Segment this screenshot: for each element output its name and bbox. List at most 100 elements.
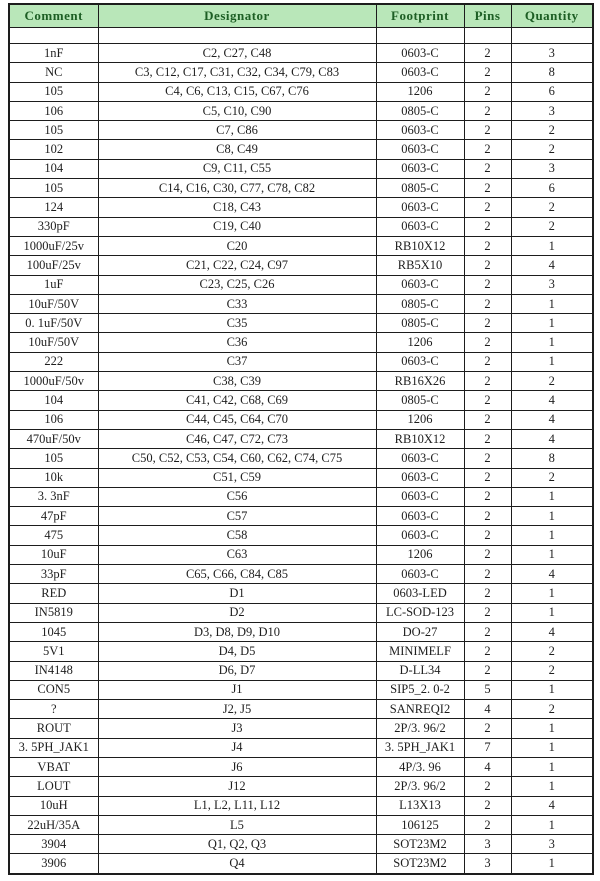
- table-cell: C18, C43: [97, 197, 377, 218]
- table-cell: C5, C10, C90: [97, 100, 377, 122]
- table-cell: 10k: [8, 467, 99, 488]
- table-cell: 0603-C: [375, 351, 465, 373]
- table-cell: 0603-C: [375, 448, 465, 469]
- table-cell: 2: [463, 718, 512, 739]
- table-cell: 104: [8, 158, 99, 180]
- table-cell: 2: [463, 235, 512, 257]
- table-cell: RB16X26: [375, 371, 465, 392]
- table-cell: 0805-C: [375, 390, 465, 411]
- table-cell: D-LL34: [375, 660, 465, 681]
- table-row: 1000uF/25v C20 RB10X12 2 1: [8, 235, 594, 257]
- table-cell: 2: [463, 313, 512, 334]
- table-cell: 2P/3. 96/2: [375, 776, 465, 797]
- table-cell: 104: [8, 390, 99, 411]
- table-row: 3904 Q1, Q2, Q3 SOT23M2 3 3: [8, 834, 594, 855]
- table-cell: 1: [510, 293, 594, 315]
- table-cell: 1: [510, 718, 594, 739]
- table-body: 1nF C2, C27, C48 0603-C 2 3 NC C3, C12, C17, C…: [8, 27, 594, 875]
- table-cell: C7, C86: [97, 120, 377, 141]
- table-row: ROUT J3 2P/3. 96/2 2 1: [8, 718, 594, 739]
- table-row: IN4148 D6, D7 D-LL34 2 2: [8, 660, 594, 681]
- table-cell: VBAT: [8, 756, 99, 778]
- table-cell: 2: [463, 428, 512, 450]
- table-cell: 106125: [375, 814, 465, 836]
- table-cell: 2: [510, 660, 594, 681]
- table-cell: 2: [463, 332, 512, 353]
- table-cell: C33: [97, 293, 377, 315]
- table-cell: 1: [510, 525, 594, 546]
- table-row: 10uF/50V C36 1206 2 1: [8, 332, 594, 353]
- column-header-comment: Comment: [8, 3, 99, 28]
- spacer-row: [8, 27, 594, 44]
- empty-cell: [463, 27, 512, 44]
- table-cell: 3: [510, 42, 594, 64]
- table-header: Comment Designator Footprint Pins Quanti…: [8, 3, 594, 28]
- table-cell: 2: [463, 564, 512, 585]
- table-cell: J3: [97, 718, 377, 739]
- table-row: NC C3, C12, C17, C31, C32, C34, C79, C83 0…: [8, 62, 594, 83]
- table-cell: 2: [463, 62, 512, 83]
- table-cell: 7: [463, 737, 512, 758]
- table-row: 3. 3nF C56 0603-C 2 1: [8, 486, 594, 508]
- table-cell: 1: [510, 737, 594, 758]
- table-row: CON5 J1 SIP5_2. 0-2 5 1: [8, 679, 594, 701]
- table-cell: D2: [97, 602, 377, 623]
- table-cell: 6: [510, 81, 594, 102]
- table-cell: 2: [463, 409, 512, 430]
- table-cell: RB10X12: [375, 235, 465, 257]
- table-cell: 0603-C: [375, 139, 465, 160]
- table-cell: C14, C16, C30, C77, C78, C82: [97, 178, 377, 199]
- table-cell: J6: [97, 756, 377, 778]
- table-cell: 4: [510, 621, 594, 643]
- table-row: 124 C18, C43 0603-C 2 2: [8, 197, 594, 218]
- table-cell: 1: [510, 235, 594, 257]
- table-row: 106 C44, C45, C64, C70 1206 2 4: [8, 409, 594, 430]
- table-cell: 106: [8, 100, 99, 122]
- table-cell: C9, C11, C55: [97, 158, 377, 180]
- table-cell: 3: [510, 834, 594, 855]
- table-cell: 2: [463, 795, 512, 816]
- table-cell: 1000uF/25v: [8, 235, 99, 257]
- table-cell: 2: [463, 255, 512, 276]
- table-cell: C63: [97, 544, 377, 566]
- table-cell: 2: [463, 274, 512, 295]
- table-cell: 3: [510, 158, 594, 180]
- table-cell: C46, C47, C72, C73: [97, 428, 377, 450]
- table-cell: 4: [463, 699, 512, 720]
- table-cell: 0603-C: [375, 216, 465, 237]
- table-cell: 0603-C: [375, 120, 465, 141]
- table-cell: 2: [463, 506, 512, 527]
- table-cell: Q4: [97, 853, 377, 875]
- table-cell: 2: [463, 216, 512, 237]
- table-cell: 8: [510, 62, 594, 83]
- table-cell: 1: [510, 602, 594, 623]
- table-cell: 1: [510, 351, 594, 373]
- table-cell: 3: [463, 853, 512, 875]
- table-cell: L1, L2, L11, L12: [97, 795, 377, 816]
- table-cell: 3: [510, 100, 594, 122]
- table-row: 1045 D3, D8, D9, D10 DO-27 2 4: [8, 621, 594, 643]
- table-cell: 1045: [8, 621, 99, 643]
- table-row: 47pF C57 0603-C 2 1: [8, 506, 594, 527]
- empty-cell: [510, 27, 594, 44]
- table-cell: 100uF/25v: [8, 255, 99, 276]
- table-cell: C2, C27, C48: [97, 42, 377, 64]
- table-row: IN5819 D2 LC-SOD-123 2 1: [8, 602, 594, 623]
- table-cell: 0. 1uF/50V: [8, 313, 99, 334]
- table-cell: C3, C12, C17, C31, C32, C34, C79, C83: [97, 62, 377, 83]
- table-row: 1nF C2, C27, C48 0603-C 2 3: [8, 42, 594, 64]
- table-row: LOUT J12 2P/3. 96/2 2 1: [8, 776, 594, 797]
- table-cell: 2: [463, 158, 512, 180]
- table-cell: 4: [463, 756, 512, 778]
- table-cell: 105: [8, 120, 99, 141]
- table-cell: 0603-C: [375, 506, 465, 527]
- table-row: 105 C4, C6, C13, C15, C67, C76 1206 2 6: [8, 81, 594, 102]
- table-cell: 2: [510, 467, 594, 488]
- table-cell: DO-27: [375, 621, 465, 643]
- table-cell: SOT23M2: [375, 834, 465, 855]
- table-row: 10k C51, C59 0603-C 2 2: [8, 467, 594, 488]
- table-cell: C35: [97, 313, 377, 334]
- table-row: 1000uF/50v C38, C39 RB16X26 2 2: [8, 371, 594, 392]
- table-cell: 2: [463, 390, 512, 411]
